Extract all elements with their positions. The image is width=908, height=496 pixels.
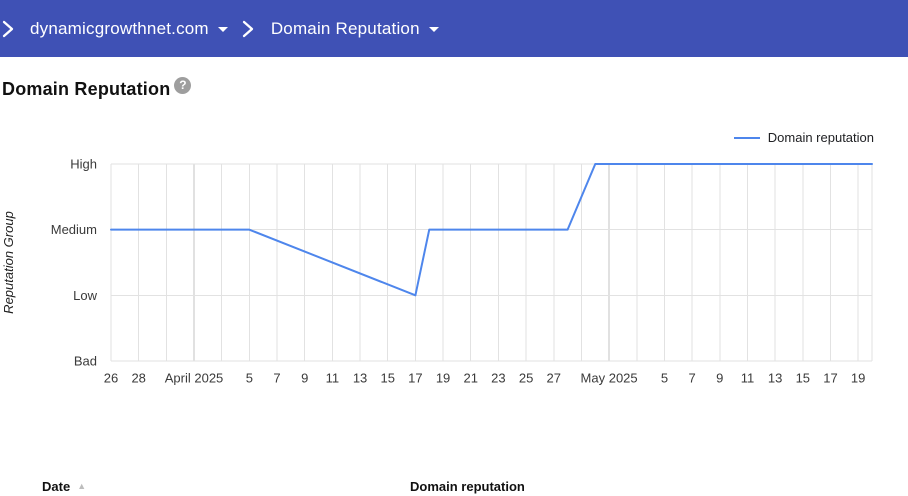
svg-text:15: 15 <box>796 371 810 386</box>
table-header-date[interactable]: Date ▲ <box>42 479 86 494</box>
svg-text:19: 19 <box>851 371 865 386</box>
svg-text:5: 5 <box>661 371 668 386</box>
caret-down-icon <box>428 27 439 32</box>
svg-text:11: 11 <box>741 371 755 386</box>
svg-text:25: 25 <box>519 371 533 386</box>
svg-text:28: 28 <box>131 371 145 386</box>
caret-down-icon <box>217 27 228 32</box>
table-header-domain-reputation[interactable]: Domain reputation <box>410 479 525 494</box>
domain-selector[interactable]: dynamicgrowthnet.com <box>30 19 228 39</box>
svg-text:27: 27 <box>547 371 561 386</box>
svg-text:11: 11 <box>326 371 340 386</box>
svg-text:Medium: Medium <box>51 222 97 237</box>
svg-text:5: 5 <box>246 371 253 386</box>
svg-text:21: 21 <box>464 371 478 386</box>
svg-text:Low: Low <box>73 288 97 303</box>
svg-text:15: 15 <box>380 371 394 386</box>
legend-line-swatch <box>733 136 760 139</box>
svg-text:13: 13 <box>353 371 367 386</box>
page-title: Domain Reputation <box>2 79 171 99</box>
report-selector-label: Domain Reputation <box>270 18 420 38</box>
svg-text:7: 7 <box>273 371 280 386</box>
table-header-row: Date ▲ Domain reputation <box>0 479 908 496</box>
chevron-right-icon <box>2 20 14 37</box>
svg-text:17: 17 <box>408 371 422 386</box>
svg-text:23: 23 <box>491 371 505 386</box>
table-header-date-label: Date <box>42 479 71 494</box>
svg-text:13: 13 <box>768 371 782 386</box>
domain-selector-label: dynamicgrowthnet.com <box>30 18 209 38</box>
svg-text:High: High <box>70 157 97 172</box>
page-title-row: Domain Reputation ? <box>2 77 192 100</box>
breadcrumb: dynamicgrowthnet.com Domain Reputation <box>0 0 908 57</box>
sort-ascending-icon: ▲ <box>77 480 87 491</box>
help-icon[interactable]: ? <box>174 77 192 94</box>
legend-label: Domain reputation <box>767 130 874 145</box>
svg-text:7: 7 <box>689 371 696 386</box>
chevron-right-icon <box>242 20 253 37</box>
chart-legend: Domain reputation <box>733 130 874 145</box>
svg-text:19: 19 <box>436 371 450 386</box>
svg-text:9: 9 <box>301 371 308 386</box>
domain-reputation-chart[interactable]: Bad Low Medium High 26 28 April 2025 5 7 9 11 13 15 1… <box>0 120 908 410</box>
svg-text:Bad: Bad <box>74 354 97 369</box>
table-header-domain-reputation-label: Domain reputation <box>410 479 525 494</box>
svg-text:9: 9 <box>716 371 723 386</box>
svg-text:April 2025: April 2025 <box>165 371 224 386</box>
svg-text:26: 26 <box>104 371 118 386</box>
svg-text:Reputation Group: Reputation Group <box>1 211 16 314</box>
svg-text:May 2025: May 2025 <box>581 371 638 386</box>
svg-text:17: 17 <box>823 371 837 386</box>
report-selector[interactable]: Domain Reputation <box>271 19 439 39</box>
